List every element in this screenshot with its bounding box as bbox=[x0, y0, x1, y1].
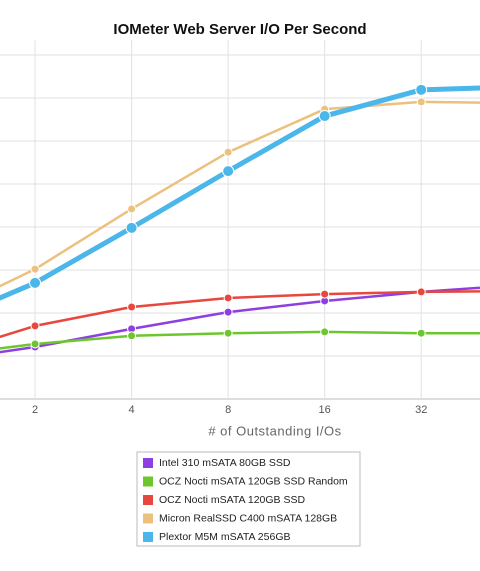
series-line bbox=[0, 100, 480, 288]
data-point bbox=[320, 327, 330, 337]
data-point bbox=[223, 328, 233, 338]
legend-label: OCZ Nocti mSATA 120GB SSD bbox=[159, 494, 305, 506]
legend-box bbox=[136, 451, 361, 547]
legend-label: Micron RealSSD C400 mSATA 128GB bbox=[159, 512, 337, 524]
data-point bbox=[318, 110, 331, 123]
x-tick-label: 32 bbox=[415, 404, 427, 416]
series-line bbox=[0, 330, 480, 350]
legend-label: Intel 310 mSATA 80GB SSD bbox=[159, 457, 291, 469]
legend-swatch bbox=[143, 458, 153, 468]
data-point bbox=[416, 97, 426, 107]
data-point bbox=[30, 321, 40, 331]
data-point bbox=[415, 83, 428, 96]
data-point bbox=[127, 204, 137, 214]
data-point bbox=[29, 276, 42, 289]
chart-title: IOMeter Web Server I/O Per Second bbox=[113, 21, 366, 38]
x-tick-label: 2 bbox=[32, 404, 38, 416]
legend-swatch bbox=[143, 495, 153, 505]
data-point bbox=[320, 289, 330, 299]
data-point bbox=[223, 307, 233, 317]
data-point bbox=[127, 302, 137, 312]
data-point bbox=[416, 287, 426, 297]
data-point bbox=[30, 264, 40, 274]
legend-swatch bbox=[143, 532, 153, 542]
x-tick-label: 16 bbox=[319, 404, 331, 416]
data-point bbox=[223, 293, 233, 303]
data-point bbox=[223, 147, 233, 157]
legend-swatch bbox=[143, 476, 153, 487]
series-line bbox=[0, 290, 480, 339]
legend-label: OCZ Nocti mSATA 120GB SSD Random bbox=[159, 475, 348, 487]
data-point bbox=[127, 331, 137, 341]
x-tick-label: 4 bbox=[129, 404, 135, 416]
data-point bbox=[222, 165, 235, 178]
legend-label: Plextor M5M mSATA 256GB bbox=[159, 531, 291, 543]
x-tick-label: 8 bbox=[225, 404, 231, 416]
x-axis-title: # of Outstanding I/Os bbox=[208, 423, 341, 438]
data-point bbox=[416, 328, 426, 338]
data-point bbox=[30, 339, 40, 349]
data-point bbox=[125, 221, 138, 234]
legend-swatch bbox=[143, 513, 153, 524]
series-line bbox=[0, 85, 480, 301]
